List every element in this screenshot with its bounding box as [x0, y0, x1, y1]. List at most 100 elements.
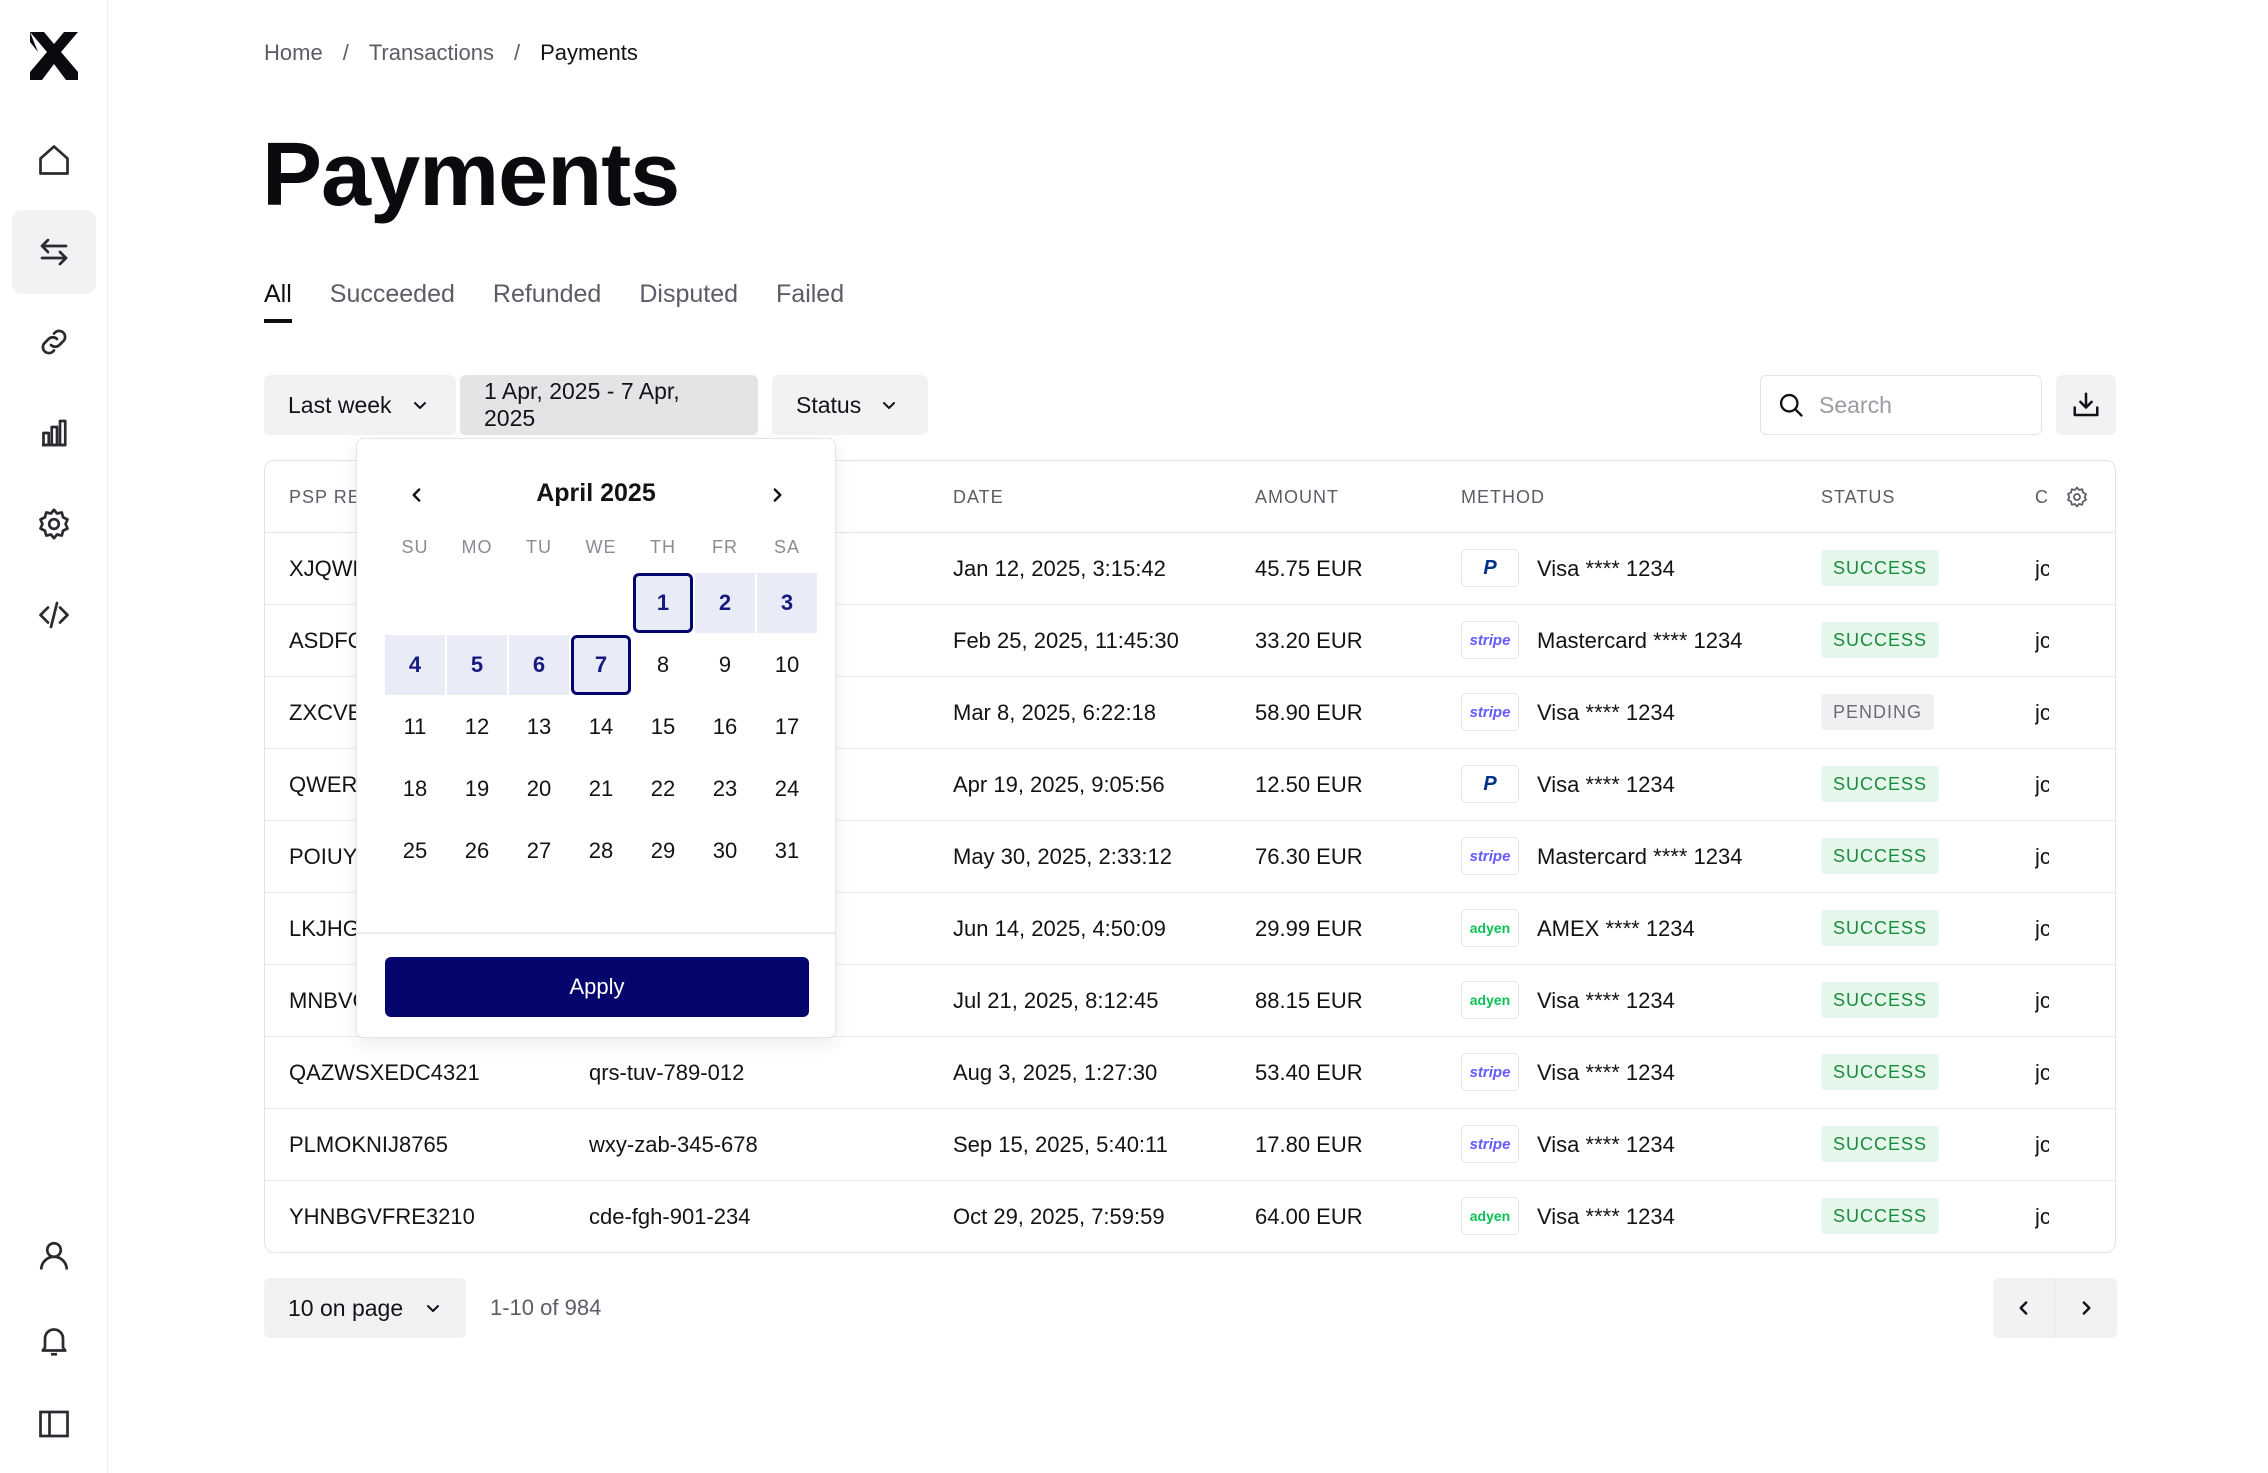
table-row[interactable]: YHNBGVFRE3210 cde-fgh-901-234 Oct 29, 2025…: [265, 1181, 2115, 1252]
calendar-day[interactable]: 13: [526, 714, 552, 739]
column-settings-button[interactable]: [2065, 485, 2089, 514]
calendar-day[interactable]: 22: [650, 776, 676, 801]
calendar-day[interactable]: 11: [403, 714, 427, 739]
tab-failed[interactable]: Failed: [776, 280, 845, 308]
table-row[interactable]: LKJHG Jun 14, 2025, 4:50:09 29.99 EUR AMEX …: [265, 893, 2115, 965]
calendar-day[interactable]: 19: [464, 776, 490, 801]
method-cell: AMEX **** 1234: [1537, 916, 1695, 941]
tab-all[interactable]: All: [264, 280, 292, 323]
table-row[interactable]: QAZWSXEDC4321 qrs-tuv-789-012 Aug 3, 2025,…: [265, 1037, 2115, 1109]
nav-reports-button[interactable]: [12, 391, 96, 475]
amount-cell: 17.80 EUR: [1255, 1132, 1363, 1157]
column-header-customer[interactable]: C: [2035, 487, 2049, 507]
breadcrumb-home[interactable]: Home: [264, 40, 323, 65]
customer-cell: jc: [2035, 700, 2049, 725]
calendar-day[interactable]: 14: [588, 714, 614, 739]
calendar-day[interactable]: 9: [718, 652, 732, 677]
column-header-psp[interactable]: PSP RE: [289, 487, 361, 507]
page-size-select[interactable]: 10 on page: [264, 1278, 466, 1338]
weekday-label: FR: [712, 537, 738, 557]
column-header-status[interactable]: STATUS: [1821, 487, 1896, 507]
calendar-day[interactable]: 24: [774, 776, 800, 801]
customer-cell: jc: [2035, 844, 2049, 869]
nav-toggle-sidebar-button[interactable]: [12, 1382, 96, 1466]
calendar-day[interactable]: 28: [588, 838, 614, 863]
calendar-day[interactable]: 27: [526, 838, 552, 863]
calendar-day[interactable]: 8: [656, 652, 670, 677]
table-row[interactable]: PLMOKNIJ8765 wxy-zab-345-678 Sep 15, 2025,…: [265, 1109, 2115, 1181]
calendar-day[interactable]: 12: [464, 714, 490, 739]
table-row[interactable]: MNBVC Jul 21, 2025, 8:12:45 88.15 EUR Visa …: [265, 965, 2115, 1037]
amount-cell: 64.00 EUR: [1255, 1204, 1363, 1229]
nav-developers-button[interactable]: [12, 573, 96, 657]
search-box[interactable]: [1760, 375, 2042, 435]
tab-succeeded[interactable]: Succeeded: [329, 280, 455, 308]
period-dropdown-label: Last week: [288, 391, 392, 418]
nav-profile-button[interactable]: [12, 1214, 96, 1298]
table-header: PSP RE DATE AMOUNT METHOD STATUS C: [265, 461, 2115, 533]
calendar-day[interactable]: 6: [509, 635, 569, 695]
nav-home-button[interactable]: [12, 118, 96, 202]
status-tabs: All Succeeded Refunded Disputed Failed: [264, 280, 844, 323]
calendar-day[interactable]: 4: [385, 635, 445, 695]
method-cell: Mastercard **** 1234: [1537, 628, 1743, 653]
psp-reference-cell: QAZWSXEDC4321: [289, 1060, 480, 1085]
calendar-day[interactable]: 17: [774, 714, 800, 739]
stripe-logo-icon: stripe: [1461, 837, 1519, 875]
calendar-day[interactable]: 21: [588, 776, 614, 801]
settings-icon: [39, 508, 69, 540]
calendar-day[interactable]: 31: [774, 838, 800, 863]
calendar-day[interactable]: 3: [757, 573, 817, 633]
calendar-day[interactable]: 23: [712, 776, 738, 801]
table-row[interactable]: XJQWE Jan 12, 2025, 3:15:42 45.75 EUR Visa …: [265, 533, 2115, 605]
calendar-day[interactable]: 16: [712, 714, 738, 739]
chevron-down-icon: [883, 402, 896, 409]
nav-links-button[interactable]: [12, 300, 96, 384]
calendar-day[interactable]: 5: [447, 635, 507, 695]
calendar-day[interactable]: 7: [571, 635, 631, 695]
payments-table: PSP RE DATE AMOUNT METHOD STATUS C XJQWE…: [264, 460, 2116, 1253]
nav-notifications-button[interactable]: [12, 1298, 96, 1382]
method-cell: Visa **** 1234: [1537, 988, 1675, 1013]
date-range-label: 1 Apr, 2025 - 7 Apr, 2025: [484, 378, 680, 431]
status-badge: PENDING: [1821, 694, 1935, 730]
nav-transactions-button[interactable]: [12, 210, 96, 294]
logo-icon[interactable]: [26, 28, 82, 84]
tab-disputed[interactable]: Disputed: [639, 280, 739, 308]
calendar-day[interactable]: 18: [402, 776, 428, 801]
calendar-day[interactable]: 20: [526, 776, 552, 801]
status-dropdown[interactable]: Status: [772, 375, 928, 435]
calendar-day[interactable]: 30: [712, 838, 738, 863]
column-header-method[interactable]: METHOD: [1461, 487, 1545, 507]
table-row[interactable]: ZXCVE Mar 8, 2025, 6:22:18 58.90 EUR Visa *…: [265, 677, 2115, 749]
date-range-picker[interactable]: 1 Apr, 2025 - 7 Apr, 2025: [460, 375, 758, 435]
date-cell: Jul 21, 2025, 8:12:45: [953, 988, 1159, 1013]
apply-button[interactable]: Apply: [385, 957, 809, 1017]
tab-refunded[interactable]: Refunded: [492, 280, 602, 308]
column-header-date[interactable]: DATE: [953, 487, 1004, 507]
method-cell: Mastercard **** 1234: [1537, 844, 1743, 869]
period-dropdown[interactable]: Last week: [264, 375, 456, 435]
table-row[interactable]: POIUY May 30, 2025, 2:33:12 76.30 EUR Maste…: [265, 821, 2115, 893]
calendar-day[interactable]: 26: [464, 838, 490, 863]
calendar-day[interactable]: 25: [402, 838, 428, 863]
previous-month-button[interactable]: [397, 475, 437, 515]
paypal-logo-icon: P: [1461, 765, 1519, 803]
search-input[interactable]: [1819, 391, 2019, 419]
prev-page-button[interactable]: [1993, 1278, 2055, 1338]
next-page-button[interactable]: [2055, 1278, 2117, 1338]
export-button[interactable]: [2056, 375, 2116, 435]
calendar-day[interactable]: 29: [650, 838, 676, 863]
table-row[interactable]: ASDFG Feb 25, 2025, 11:45:30 33.20 EUR Mast…: [265, 605, 2115, 677]
calendar-day[interactable]: 1: [633, 573, 693, 633]
paypal-logo-icon: P: [1461, 549, 1519, 587]
gear-icon: [2067, 486, 2087, 508]
calendar-day[interactable]: 15: [650, 714, 676, 739]
weekday-label: SU: [401, 537, 429, 557]
breadcrumb-transactions[interactable]: Transactions: [368, 40, 494, 65]
calendar-day[interactable]: 2: [695, 573, 755, 633]
nav-settings-button[interactable]: [12, 482, 96, 566]
next-month-button[interactable]: [757, 475, 797, 515]
calendar-day[interactable]: 10: [774, 652, 800, 677]
column-header-amount[interactable]: AMOUNT: [1255, 487, 1339, 507]
